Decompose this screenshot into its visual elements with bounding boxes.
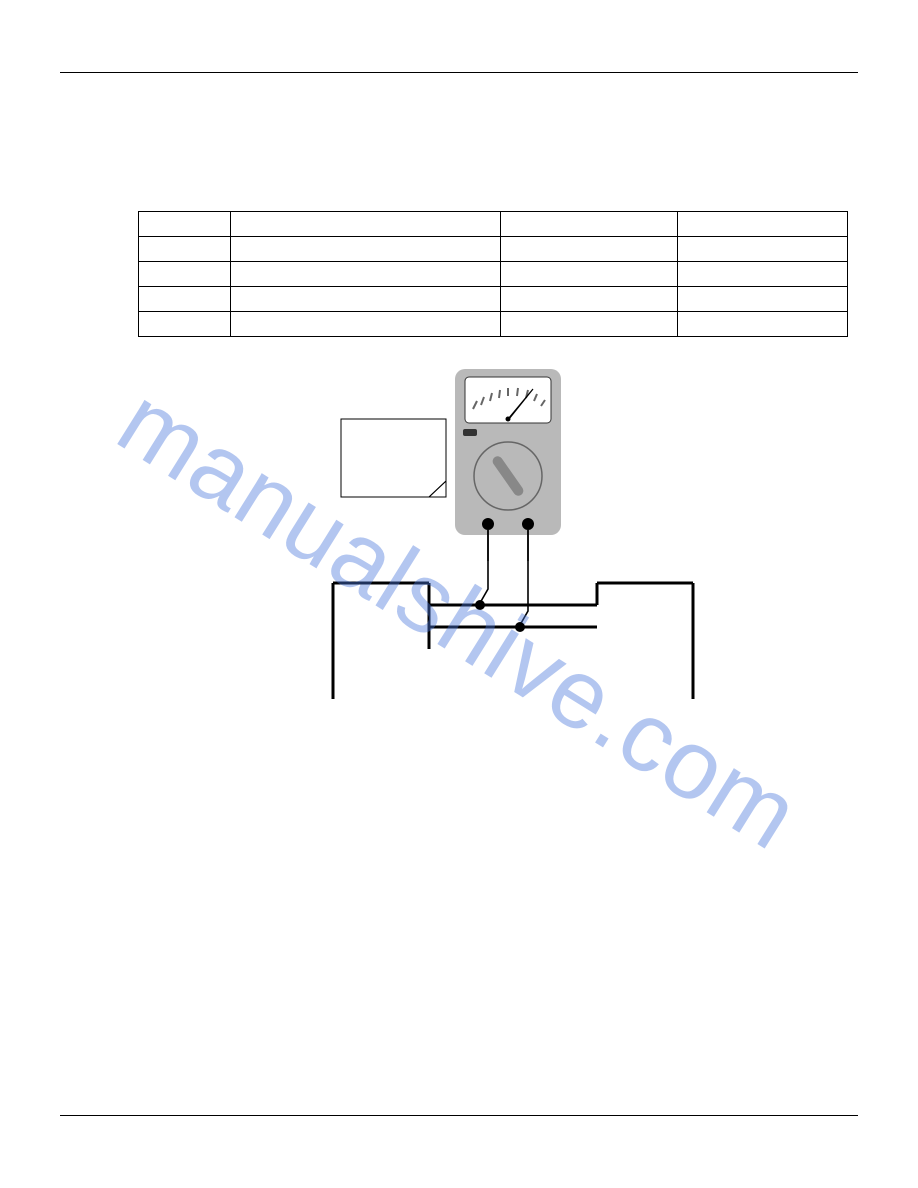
top-rule [60, 72, 858, 73]
td: Single [500, 236, 677, 261]
td: Single [500, 311, 677, 336]
table-row: 5300 Printhead Cooling Fan Single 144 Ω … [139, 236, 848, 261]
table-row: 5500 Power Supply Fan Single 156 Ω ± 10% [139, 286, 848, 311]
td: Single [500, 286, 677, 311]
footer: 7-24 Service Manual [60, 1126, 856, 1138]
header-right: Troubleshooting [770, 50, 856, 64]
footer-right: Service Manual [780, 1126, 856, 1138]
bottom-rule [60, 1115, 858, 1116]
td: 5600 [139, 311, 231, 336]
spec-table: Model Fan Winding Resistance 5300 Printh… [138, 211, 848, 337]
meter-face [465, 377, 551, 423]
td: 156 Ω ± 10% [677, 286, 847, 311]
td: 5400 [139, 261, 231, 286]
table-header-row: Model Fan Winding Resistance [139, 211, 848, 236]
probe-left [482, 518, 494, 530]
intro-paragraph-2: If the resistance is within specificatio… [138, 169, 848, 189]
td: Cabinet Cooling Fan [231, 261, 500, 286]
main-content: Verify that the resistance across the fa… [60, 108, 858, 765]
td: 5300 [139, 236, 231, 261]
table-row: 5400 Cabinet Cooling Fan Dual 72 Ω ± 10% [139, 261, 848, 286]
td: Control Card Fan [231, 311, 500, 336]
td: 72 Ω ± 10% [677, 261, 847, 286]
table-row: 5600 Control Card Fan Single 148 Ω ± 10% [139, 311, 848, 336]
figure-diagram: Resistance: see table above [233, 361, 753, 741]
footer-left: 7-24 [60, 1126, 82, 1138]
td: Printhead Cooling Fan [231, 236, 500, 261]
meter-button [463, 429, 477, 436]
probe-contact-left [475, 600, 485, 610]
td: 144 Ω ± 10% [677, 236, 847, 261]
td: Dual [500, 261, 677, 286]
callout-line1: Resistance: [351, 430, 408, 442]
figure-caption: Figure 7-12. Measuring Fan Winding Resis… [138, 751, 848, 765]
td: Power Supply Fan [231, 286, 500, 311]
diagram-svg: Resistance: see table above [233, 361, 753, 741]
probe-right [522, 518, 534, 530]
th-resistance: Resistance [677, 211, 847, 236]
probe-contact-right [515, 622, 525, 632]
right-label: To Fan Windings [603, 712, 692, 726]
td: 148 Ω ± 10% [677, 311, 847, 336]
intro-paragraph-1: Verify that the resistance across the fa… [138, 108, 848, 147]
left-label: Fan Connector [333, 712, 412, 726]
th-model: Model [139, 211, 231, 236]
th-winding: Winding [500, 211, 677, 236]
meter-pivot [506, 416, 511, 421]
callout-line3: above [351, 462, 381, 474]
th-fan: Fan [231, 211, 500, 236]
td: 5500 [139, 286, 231, 311]
callout-line2: see table [351, 446, 396, 458]
